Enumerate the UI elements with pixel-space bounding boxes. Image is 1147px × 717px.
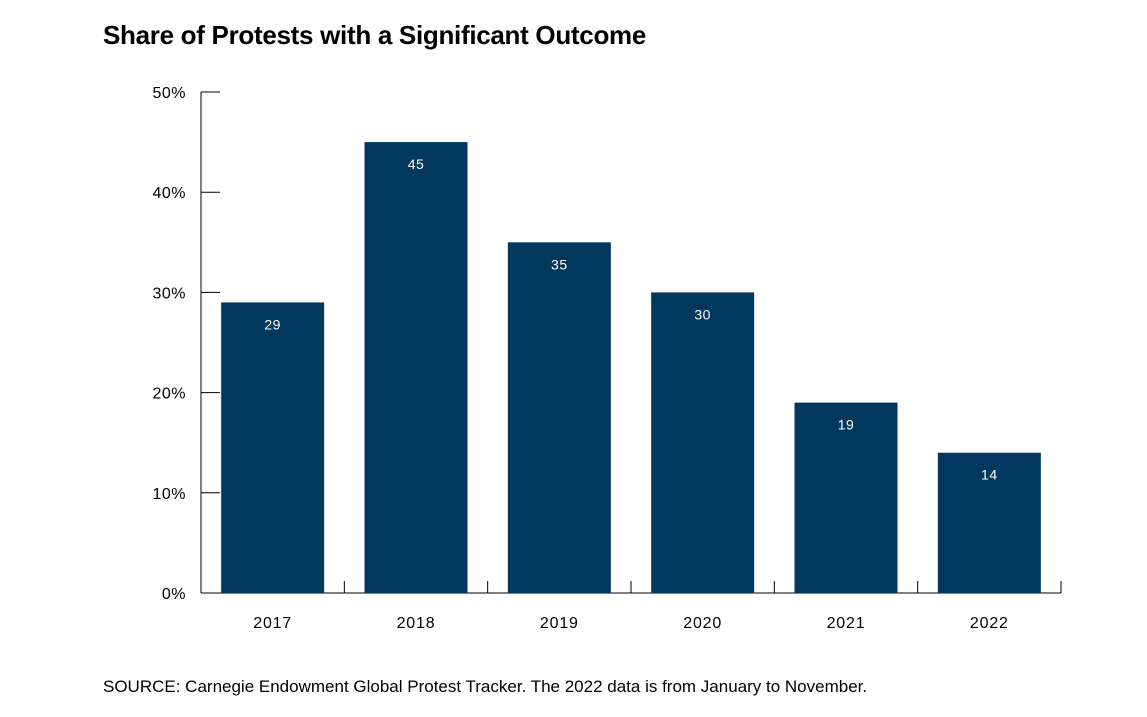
- y-tick-label: 50%: [152, 85, 186, 102]
- x-tick-label: 2018: [397, 615, 436, 632]
- chart-title: Share of Protests with a Significant Out…: [103, 20, 647, 50]
- bar-data-label: 19: [838, 417, 855, 433]
- x-tick-label: 2020: [683, 615, 722, 632]
- y-tick-label: 40%: [152, 185, 186, 202]
- x-tick-label: 2021: [827, 615, 866, 632]
- bar-2021: [794, 402, 898, 593]
- bar-data-label: 14: [981, 467, 998, 483]
- y-tick-label: 0%: [162, 586, 186, 603]
- bar-data-label: 35: [551, 256, 568, 272]
- bar-2022: [937, 452, 1041, 593]
- x-tick-label: 2022: [970, 615, 1009, 632]
- bar-data-label: 30: [694, 306, 711, 322]
- x-tick-label: 2017: [253, 615, 292, 632]
- y-tick-label: 20%: [152, 386, 186, 403]
- bar-2017: [221, 302, 325, 593]
- bar-data-label: 29: [264, 316, 281, 332]
- y-tick-label: 30%: [152, 285, 186, 302]
- bar-2020: [651, 292, 755, 593]
- bar-2019: [507, 242, 611, 594]
- x-tick-label: 2019: [540, 615, 579, 632]
- source-note: SOURCE: Carnegie Endowment Global Protes…: [103, 677, 868, 696]
- bar-data-label: 45: [408, 156, 425, 172]
- bar-2018: [364, 142, 468, 593]
- y-tick-label: 10%: [152, 486, 186, 503]
